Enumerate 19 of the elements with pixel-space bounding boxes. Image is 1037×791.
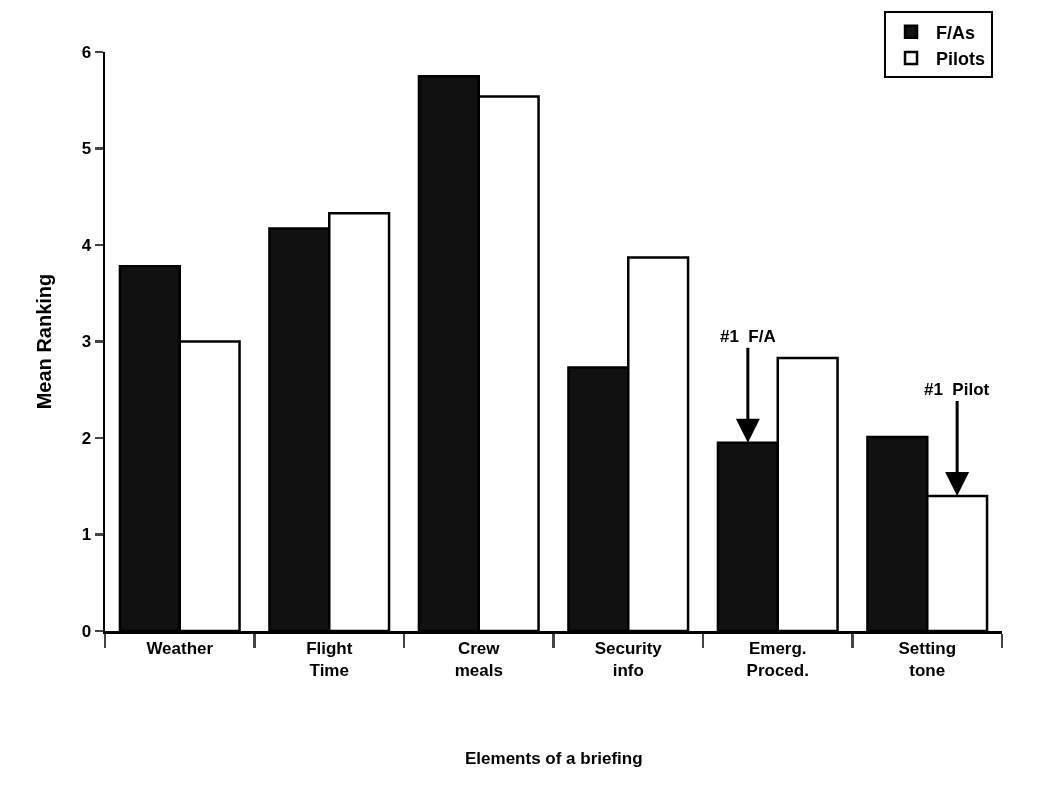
y-tick-label: 1 <box>81 525 92 545</box>
y-tick-label: 2 <box>81 428 92 448</box>
y-tick-label: 0 <box>81 621 92 641</box>
y-tick-label: 6 <box>81 42 92 62</box>
x-axis-title: Elements of a briefing <box>465 749 643 768</box>
x-tick-label: Flight Time <box>306 638 353 680</box>
x-tick-label: Security info <box>594 638 663 680</box>
x-tick-label: Emerg. Proced. <box>746 638 809 680</box>
y-tick-label: 3 <box>81 332 92 352</box>
y-tick-label: 5 <box>81 139 92 159</box>
annotation: #1 F/A <box>720 327 776 346</box>
legend-label: F/As <box>936 22 976 43</box>
legend-label: Pilots <box>936 49 986 70</box>
x-tick-label: Crew meals <box>454 638 503 680</box>
x-tick-label: Setting tone <box>898 638 957 680</box>
x-tick-label: Weather <box>146 638 214 658</box>
y-axis-title: Mean Ranking <box>32 273 55 410</box>
annotation: #1 Pilot <box>924 380 990 399</box>
y-tick-label: 4 <box>81 235 92 255</box>
